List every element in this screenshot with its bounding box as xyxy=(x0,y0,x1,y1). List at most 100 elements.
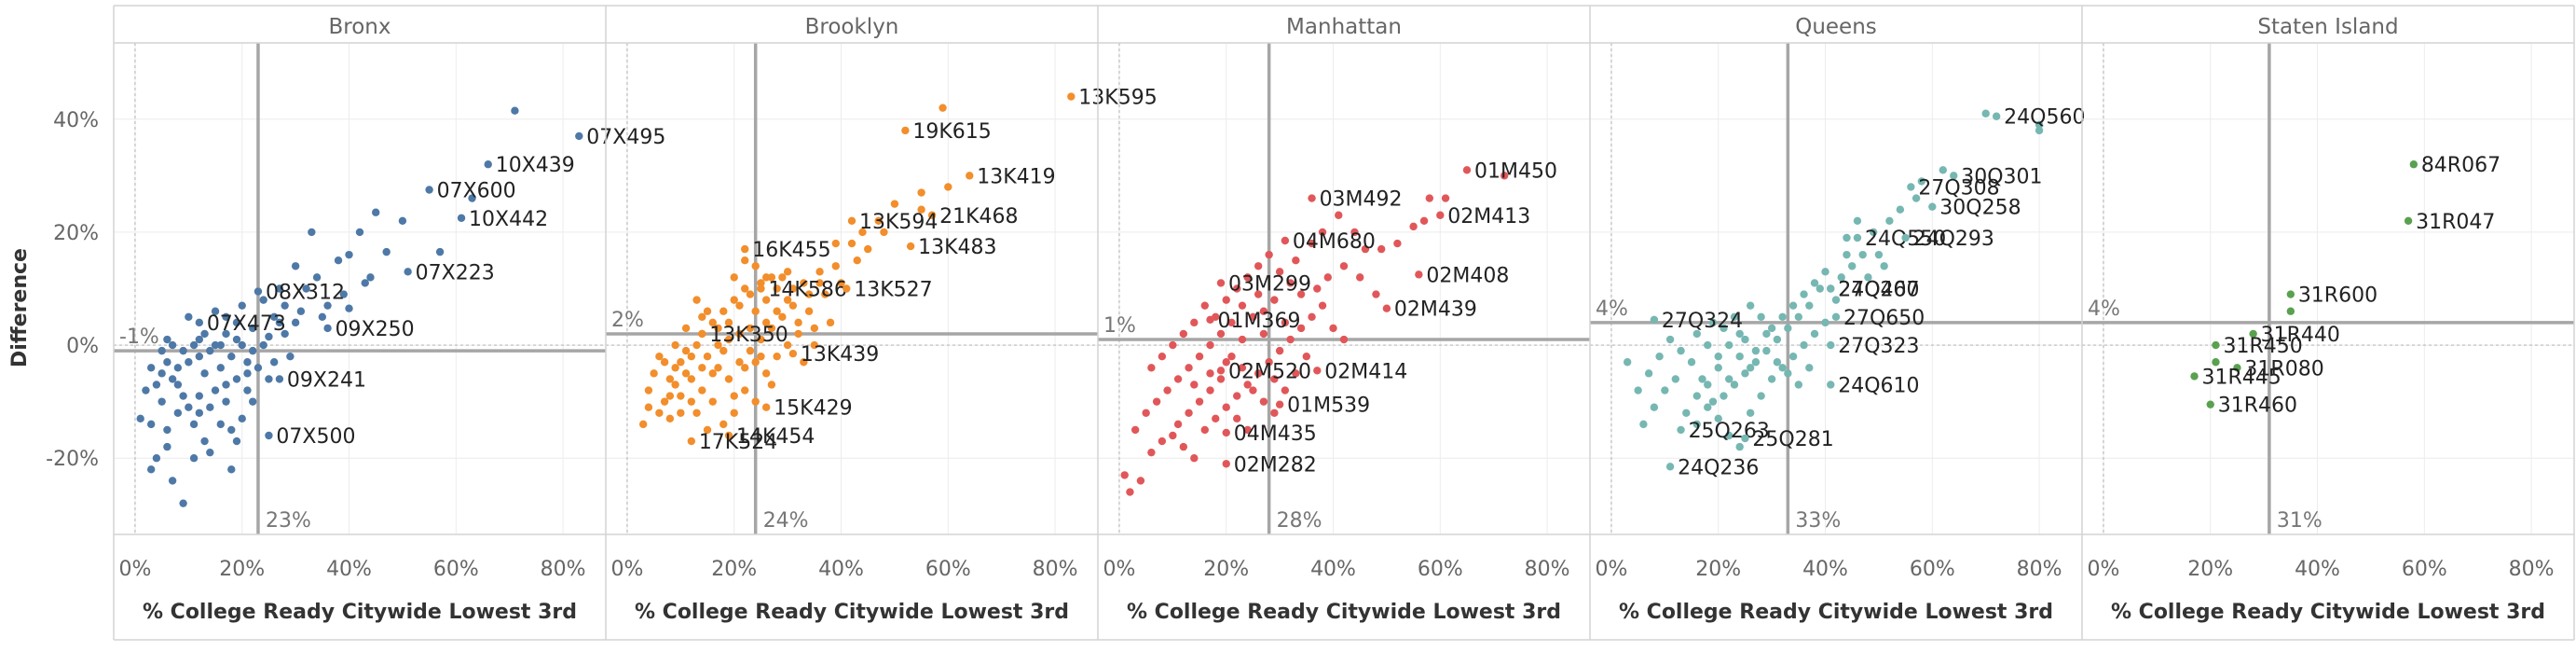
data-point xyxy=(761,318,771,327)
panel-header-staten-island: Staten Island xyxy=(2257,15,2398,39)
data-point xyxy=(1869,228,1878,237)
data-point xyxy=(227,425,236,435)
data-point xyxy=(847,239,856,248)
data-label-01m450: 01M450 xyxy=(1474,159,1557,183)
x-tick-label: 80% xyxy=(1033,558,1078,581)
data-point xyxy=(179,499,187,507)
data-point xyxy=(146,465,156,474)
data-point-13k527 xyxy=(843,284,851,293)
data-point xyxy=(660,397,669,406)
data-point xyxy=(269,358,279,367)
data-point xyxy=(794,329,802,339)
data-point xyxy=(714,340,722,350)
data-point xyxy=(1778,364,1787,372)
data-point xyxy=(1917,177,1926,186)
y-axis-title: Difference xyxy=(8,248,32,367)
data-point-10x439 xyxy=(484,160,492,169)
data-point xyxy=(275,318,284,327)
data-label-30q258: 30Q258 xyxy=(1939,197,2021,220)
data-point xyxy=(168,375,177,383)
data-point-31r440 xyxy=(2249,329,2257,339)
data-label-02m408: 02M408 xyxy=(1426,264,1509,287)
data-point xyxy=(1704,403,1712,411)
x-tick-label: 40% xyxy=(2295,558,2340,581)
data-label-10x439: 10X439 xyxy=(496,154,575,177)
data-point xyxy=(677,409,685,417)
data-point-02m439 xyxy=(1382,304,1391,312)
data-point xyxy=(1692,420,1701,429)
x-tick-label: 20% xyxy=(1695,558,1741,581)
data-point-13k594 xyxy=(847,216,856,226)
data-label-31r460: 31R460 xyxy=(2218,395,2297,418)
data-point xyxy=(291,262,300,270)
data-point xyxy=(146,420,156,429)
data-point xyxy=(1259,329,1268,339)
data-point xyxy=(1335,211,1343,219)
x-tick-label: 60% xyxy=(925,558,971,581)
data-point xyxy=(136,414,144,423)
data-point xyxy=(794,318,802,327)
data-point xyxy=(1650,403,1659,411)
x-tick-label: 80% xyxy=(2509,558,2555,581)
data-point xyxy=(179,392,187,400)
data-point xyxy=(1880,262,1888,270)
data-label-01m369: 01M369 xyxy=(1218,310,1301,333)
panel-header-queens: Queens xyxy=(1795,15,1877,39)
data-point xyxy=(761,369,771,378)
data-point xyxy=(1233,414,1241,423)
data-point xyxy=(1339,335,1349,344)
data-point xyxy=(249,397,257,406)
data-point-25q263 xyxy=(1677,425,1685,435)
x-tick-label: 0% xyxy=(1596,558,1628,581)
data-label-14k586: 14K586 xyxy=(768,279,846,302)
data-point xyxy=(788,301,798,310)
data-point xyxy=(2286,307,2295,315)
data-point-13k483 xyxy=(906,242,915,251)
data-point xyxy=(1757,312,1765,321)
data-point xyxy=(222,329,230,339)
data-label-02m414: 02M414 xyxy=(1324,360,1407,383)
panel-staten-island: Staten Island 31% 4% 84R067 31R047 31R600 31R4… xyxy=(2082,15,2574,624)
data-point xyxy=(318,312,327,321)
data-point xyxy=(195,392,204,400)
x-axis-title: % College Ready Citywide Lowest 3rd xyxy=(1619,601,2053,624)
data-point xyxy=(1848,262,1857,270)
data-label-07x223: 07X223 xyxy=(416,261,495,284)
data-point xyxy=(195,335,204,344)
data-point xyxy=(660,358,669,367)
data-point xyxy=(323,301,332,310)
data-point xyxy=(1735,352,1744,361)
data-point xyxy=(746,324,755,333)
data-point xyxy=(1794,381,1803,389)
data-point xyxy=(1692,329,1701,339)
data-point xyxy=(681,346,691,355)
data-point xyxy=(1665,335,1675,344)
data-label-01m539: 01M539 xyxy=(1287,395,1370,418)
data-point xyxy=(211,340,220,350)
data-point xyxy=(1200,425,1209,435)
y-tick-label: 0% xyxy=(66,335,99,358)
data-point xyxy=(1746,364,1755,372)
data-point xyxy=(216,340,225,350)
data-point xyxy=(189,454,199,463)
data-point xyxy=(1858,250,1867,259)
data-point xyxy=(1173,375,1183,383)
data-point xyxy=(238,301,246,310)
x-tick-label: 0% xyxy=(611,558,644,581)
data-point xyxy=(1778,312,1787,321)
data-point xyxy=(751,397,760,406)
x-tick-label: 20% xyxy=(2187,558,2233,581)
data-point xyxy=(1981,109,1990,118)
data-point xyxy=(1308,239,1316,248)
data-point xyxy=(1238,335,1247,344)
data-point xyxy=(206,346,214,355)
data-point xyxy=(1302,352,1311,361)
data-point xyxy=(1126,488,1134,496)
data-point xyxy=(1885,216,1894,226)
data-point-02m520 xyxy=(1216,367,1226,375)
data-point xyxy=(1243,425,1252,435)
data-point-07x495 xyxy=(575,132,583,141)
data-label-27q324: 27Q324 xyxy=(1662,310,1743,333)
data-point-09x250 xyxy=(323,324,332,333)
